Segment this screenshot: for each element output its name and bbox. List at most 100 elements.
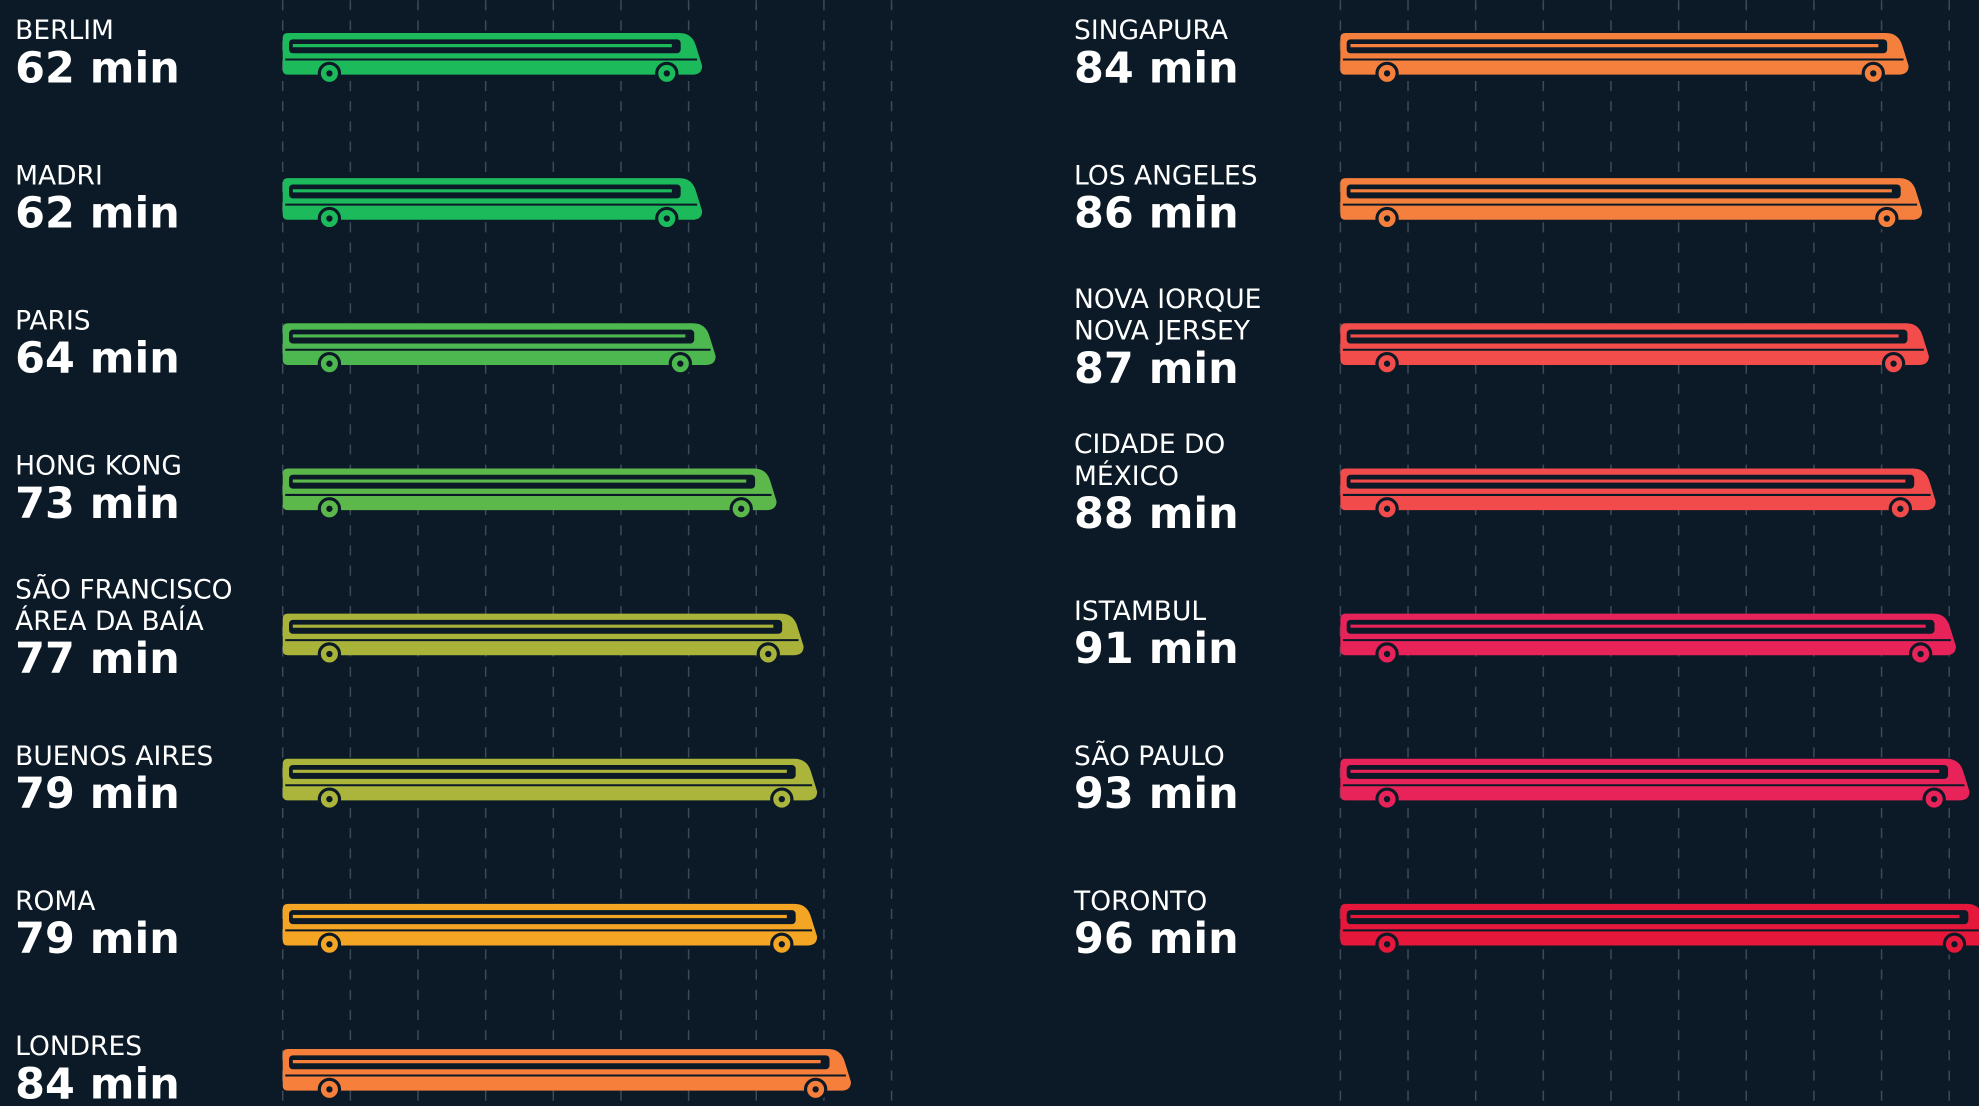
bus-hub xyxy=(326,650,333,658)
city-name: LONDRES xyxy=(15,1031,142,1062)
value-label: 77 min xyxy=(15,634,180,684)
city-name-line: CIDADE DO xyxy=(1074,429,1225,460)
bus-body xyxy=(1340,903,1979,946)
bus-body xyxy=(1340,613,1956,656)
city-name-line: SINGAPURA xyxy=(1074,15,1228,46)
value-label: 88 min xyxy=(1074,489,1239,539)
bus-body xyxy=(282,33,703,75)
bus-body xyxy=(1340,468,1936,511)
value-label: 73 min xyxy=(15,479,180,529)
bus xyxy=(1340,178,1923,231)
value-label: 93 min xyxy=(1074,769,1239,819)
city-name-line: NOVA IORQUE xyxy=(1074,284,1261,315)
value-label: 79 min xyxy=(15,769,180,819)
bus-hub xyxy=(326,215,333,222)
bus-body xyxy=(282,178,703,220)
value-label: 64 min xyxy=(15,334,180,384)
bus-hub xyxy=(778,795,785,803)
bus-hub xyxy=(663,70,670,77)
city-name: SINGAPURA xyxy=(1074,15,1228,46)
city-name-line: ISTAMBUL xyxy=(1074,596,1206,627)
city-name-line: NOVA JERSEY xyxy=(1074,316,1251,347)
city-name-line: LOS ANGELES xyxy=(1074,160,1257,191)
bus-hub xyxy=(738,505,745,512)
city-name-line: MADRI xyxy=(15,160,103,191)
bus xyxy=(282,323,716,376)
bus-body xyxy=(282,613,804,656)
bus-body xyxy=(1340,758,1970,801)
city-name-line: LONDRES xyxy=(15,1031,142,1062)
value-label: 62 min xyxy=(15,43,180,93)
city-name: NOVA IORQUE NOVA JERSEY xyxy=(1074,284,1261,347)
value-label: 84 min xyxy=(15,1059,180,1106)
city-name: SÃO PAULO xyxy=(1074,740,1225,772)
city-name-line: SÃO FRANCISCO xyxy=(15,573,232,605)
bus-body xyxy=(282,468,777,511)
bus xyxy=(1340,323,1929,376)
bus-hub xyxy=(1383,360,1391,367)
bus-body xyxy=(1340,33,1909,75)
bus-hub xyxy=(663,215,670,222)
bus xyxy=(1340,758,1970,811)
city-name-line: PARIS xyxy=(15,306,90,337)
value-label: 87 min xyxy=(1074,344,1239,394)
city-name: MADRI xyxy=(15,160,103,191)
bus xyxy=(282,33,703,86)
bus xyxy=(282,758,818,811)
bus-hub xyxy=(326,360,333,367)
bus-body xyxy=(282,1049,851,1091)
bus-hub xyxy=(326,70,333,77)
city-name: PARIS xyxy=(15,306,90,337)
bus-body xyxy=(1340,178,1923,220)
city-name-line: HONG KONG xyxy=(15,451,182,482)
city-name-line: BUENOS AIRES xyxy=(15,741,213,772)
bus-hub xyxy=(1383,215,1391,222)
bus-hub xyxy=(1890,360,1897,367)
city-name: LOS ANGELES xyxy=(1074,160,1257,191)
bus-body xyxy=(282,758,818,801)
bus-hub xyxy=(812,1086,819,1093)
bus xyxy=(1340,903,1979,956)
bus-hub xyxy=(1951,941,1958,948)
bus xyxy=(1340,468,1936,521)
bus-hub xyxy=(1870,70,1877,77)
bus xyxy=(1340,33,1909,86)
bus-hub xyxy=(326,795,333,803)
bus-hub xyxy=(1383,650,1391,658)
value-label: 79 min xyxy=(15,914,180,964)
bus-body xyxy=(282,323,716,365)
bus-hub xyxy=(1383,941,1391,948)
city-name: ROMA xyxy=(15,886,95,917)
bus-hub xyxy=(1383,70,1391,77)
city-name: BUENOS AIRES xyxy=(15,741,213,772)
bus-hub xyxy=(326,505,333,512)
city-name: BERLIM xyxy=(15,15,114,46)
city-name-line: BERLIM xyxy=(15,15,114,46)
bus-hub xyxy=(1931,795,1938,803)
bus-body xyxy=(282,903,818,946)
bus-hub xyxy=(326,1086,333,1093)
bus-hub xyxy=(1917,650,1924,658)
bus xyxy=(282,613,804,666)
value-label: 84 min xyxy=(1074,43,1239,93)
value-label: 86 min xyxy=(1074,189,1239,239)
bus-hub xyxy=(326,941,333,948)
bus xyxy=(282,903,818,956)
city-name-line: MÉXICO xyxy=(1074,460,1179,492)
value-label: 96 min xyxy=(1074,914,1239,964)
value-label: 91 min xyxy=(1074,624,1239,674)
value-label: 62 min xyxy=(15,189,180,239)
bus xyxy=(1340,613,1956,666)
bus-body xyxy=(1340,323,1929,365)
city-name-line: ÁREA DA BAÍA xyxy=(15,605,204,637)
bus-hub xyxy=(1897,505,1904,512)
bus xyxy=(282,1049,851,1102)
bus-hub xyxy=(765,650,772,658)
bus-hub xyxy=(778,941,785,948)
city-name: HONG KONG xyxy=(15,451,182,482)
city-name: CIDADE DO MÉXICO xyxy=(1074,429,1225,492)
city-name-line: ROMA xyxy=(15,886,95,917)
city-name: ISTAMBUL xyxy=(1074,596,1206,627)
city-name-line: TORONTO xyxy=(1073,886,1207,917)
